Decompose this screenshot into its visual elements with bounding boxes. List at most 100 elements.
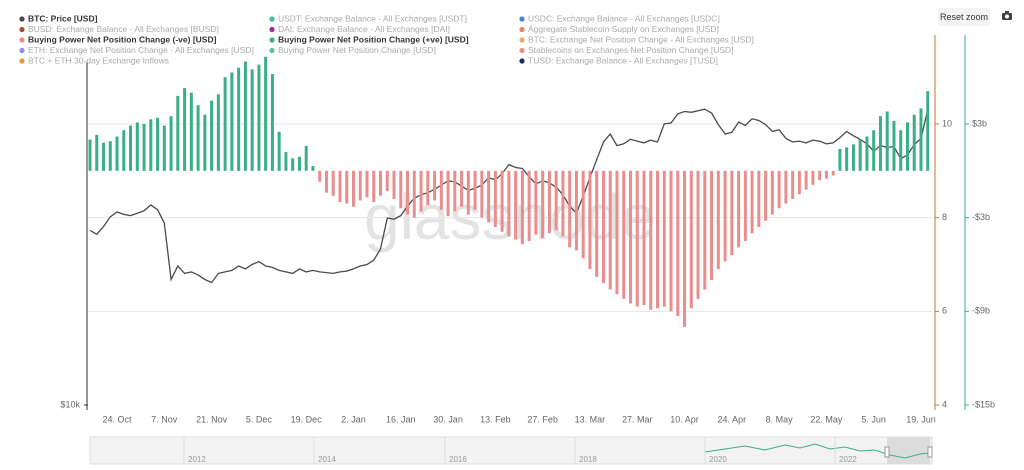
x-tick-label: 16. Jan — [386, 414, 416, 424]
bar — [351, 170, 355, 207]
bar — [723, 170, 727, 262]
bar — [95, 134, 99, 171]
bar — [453, 170, 457, 212]
bar — [804, 170, 808, 190]
x-tick-label: 30. Jan — [433, 414, 463, 424]
camera-icon[interactable] — [1002, 11, 1012, 20]
legend-dot — [269, 37, 275, 43]
navigator-line — [704, 443, 931, 459]
legend-item[interactable]: USDC: Exchange Balance - All Exchanges [… — [519, 13, 720, 23]
bar — [291, 158, 295, 171]
x-tick-label: 2. Jan — [341, 414, 366, 424]
legend-dot — [19, 16, 25, 22]
navigator-handle[interactable] — [884, 446, 890, 458]
camera-top[interactable] — [1005, 11, 1009, 14]
legend-item[interactable]: USDT: Exchange Balance - All Exchanges [… — [269, 13, 467, 23]
legend-dot — [269, 26, 275, 33]
bar — [439, 170, 443, 210]
legend-item[interactable]: Aggregate Stablecoin Supply on Exchanges… — [519, 24, 719, 34]
bar — [784, 170, 788, 204]
navigator[interactable] — [89, 436, 933, 465]
legend-item[interactable]: DAI: Exchange Balance - All Exchanges [D… — [269, 24, 450, 34]
bar — [872, 130, 876, 171]
legend-label: BTC: Exchange Net Position Change - All … — [528, 34, 754, 44]
bar — [926, 91, 930, 171]
legend-item[interactable]: TUSD: Exchange Balance - All Exchanges [… — [519, 55, 718, 65]
bar — [304, 145, 308, 171]
legend-label: BUSD: Exchange Balance - All Exchanges [… — [28, 24, 219, 34]
bar — [406, 170, 410, 215]
bar — [460, 170, 464, 207]
x-tick-label: 21. Nov — [196, 414, 228, 424]
y3-tick-label: 6 — [942, 306, 947, 316]
x-tick-label: 19. Dec — [291, 414, 323, 424]
legend-item[interactable]: Buying Power Net Position Change (+ve) [… — [269, 34, 469, 44]
reset-zoom-label[interactable]: Reset zoom — [940, 12, 988, 22]
bar — [845, 147, 849, 171]
legend-dot — [19, 58, 25, 64]
reset-zoom-button[interactable] — [938, 8, 990, 26]
legend-item[interactable]: BTC: Price [USD] — [19, 13, 98, 23]
legend-label: Aggregate Stablecoin Supply on Exchanges… — [528, 24, 719, 34]
bar — [899, 130, 903, 171]
bar — [764, 170, 768, 221]
x-tick-label: 24. Apr — [718, 414, 747, 424]
bar — [493, 170, 497, 228]
bar — [885, 111, 889, 171]
bar — [433, 170, 437, 201]
legend-item[interactable]: BTC + ETH 30-day Exchange Inflows — [19, 55, 169, 65]
bar — [642, 170, 646, 306]
legend-item[interactable]: Buying Power Net Position Change (-ve) [… — [19, 34, 217, 44]
bar — [419, 170, 423, 212]
bar — [824, 170, 828, 179]
bar — [223, 77, 227, 171]
bar — [858, 139, 862, 171]
bar — [270, 74, 274, 171]
bar — [169, 116, 173, 171]
bar — [230, 72, 234, 171]
bar — [297, 156, 301, 171]
legend-item[interactable]: Buying Power Net Position Change [USD] — [269, 45, 436, 55]
bar — [547, 170, 551, 234]
y3-tick-label: 10 — [942, 118, 952, 128]
bar — [601, 170, 605, 284]
navigator-handle[interactable] — [927, 446, 933, 458]
navigator-selection[interactable] — [887, 437, 930, 464]
bar — [608, 170, 612, 290]
bar — [189, 92, 193, 171]
legend-label: Stablecoins on Exchanges Net Position Ch… — [528, 45, 734, 55]
bar — [541, 170, 545, 238]
bar — [662, 170, 666, 307]
legend-item[interactable]: BUSD: Exchange Balance - All Exchanges [… — [19, 24, 219, 34]
bar — [588, 170, 592, 270]
bar — [527, 170, 531, 242]
legend-item[interactable]: Stablecoins on Exchanges Net Position Ch… — [519, 45, 734, 55]
legend-label: Buying Power Net Position Change (+ve) [… — [278, 34, 469, 44]
bar — [919, 108, 923, 171]
bar — [379, 170, 383, 196]
bar — [115, 136, 119, 171]
navigator-label: 2016 — [449, 455, 467, 464]
bar — [818, 170, 822, 181]
legend-label: USDC: Exchange Balance - All Exchanges [… — [528, 13, 720, 23]
bar — [412, 170, 416, 218]
bar — [237, 67, 241, 171]
bar — [520, 170, 524, 245]
bar — [683, 170, 687, 327]
bar — [487, 170, 491, 223]
bar — [676, 170, 680, 317]
bar — [669, 170, 673, 312]
legend-item[interactable]: BTC: Exchange Net Position Change - All … — [519, 34, 754, 44]
bar — [183, 88, 187, 171]
x-tick-label: 22. May — [810, 414, 843, 424]
bar — [878, 116, 882, 171]
x-tick-label: 13. Feb — [480, 414, 511, 424]
legend-item[interactable]: ETH: Exchange Net Position Change - All … — [19, 45, 254, 55]
bar — [176, 95, 180, 171]
legend-label: BTC + ETH 30-day Exchange Inflows — [28, 55, 169, 65]
x-tick-label: 24. Oct — [103, 414, 133, 424]
bar — [399, 170, 403, 209]
bar — [162, 125, 166, 171]
camera-lens[interactable] — [1005, 14, 1009, 19]
bar — [865, 136, 869, 171]
